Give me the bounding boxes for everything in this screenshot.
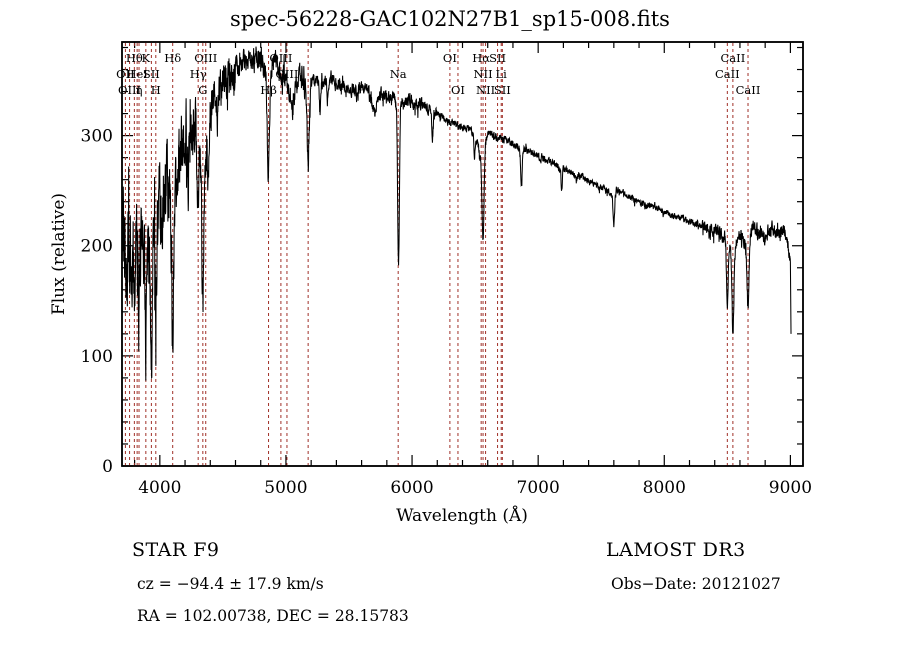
spectral-line-label: Hγ bbox=[190, 67, 207, 81]
x-tick-label: 8000 bbox=[643, 478, 686, 498]
x-tick-label: 6000 bbox=[390, 478, 433, 498]
spectral-line-label: HeI bbox=[126, 67, 147, 81]
spectral-line-label: NII bbox=[476, 83, 495, 97]
spectral-line-label: Hβ bbox=[260, 83, 277, 97]
y-tick-label: 300 bbox=[81, 127, 113, 147]
spectral-line-label: Hα bbox=[472, 51, 490, 65]
spectral-line-label: H bbox=[151, 83, 161, 97]
y-tick-label: 0 bbox=[102, 457, 113, 477]
y-tick-label: 200 bbox=[81, 237, 113, 257]
object-class-line: STAR F9 bbox=[132, 539, 220, 561]
spectral-line-label: CaII bbox=[715, 67, 740, 81]
redshift-velocity-line: cz = −94.4 ± 17.9 km/s bbox=[137, 575, 324, 593]
spectral-line-label: OIII bbox=[118, 83, 141, 97]
spectral-line-label: OI bbox=[443, 51, 457, 65]
x-tick-label: 4000 bbox=[138, 478, 181, 498]
spectral-line-label: SII bbox=[143, 67, 160, 81]
spectral-line-label: Hθ bbox=[126, 51, 143, 65]
plot-frame bbox=[121, 41, 804, 467]
plot-frame-overlay bbox=[121, 41, 804, 467]
y-tick-label: 100 bbox=[81, 347, 113, 367]
spectral-line-label: Li bbox=[496, 67, 508, 81]
spectral-line-label: NII bbox=[473, 67, 492, 81]
y-axis-title: Flux (relative) bbox=[49, 193, 69, 315]
plot-contents: 4000 5000 6000 7000 8000 9000 0 100 200 300 OII OII… bbox=[81, 41, 812, 498]
spectral-line-label: OI bbox=[451, 83, 465, 97]
spectral-line-label: K bbox=[142, 51, 151, 65]
obs-date-line: Obs−Date: 20121027 bbox=[611, 575, 781, 593]
spectral-line-label: SII bbox=[494, 83, 511, 97]
spectral-line-label: SII bbox=[489, 51, 506, 65]
spectral-line-label: CaII bbox=[721, 51, 746, 65]
survey-label: LAMOST DR3 bbox=[606, 539, 746, 561]
spectral-line-label: Na bbox=[390, 67, 407, 81]
x-tick-label: 9000 bbox=[769, 478, 812, 498]
spectral-line-label: η bbox=[136, 83, 143, 97]
x-axis-title: Wavelength (Å) bbox=[396, 505, 528, 526]
spectral-line-label: CaII bbox=[736, 83, 761, 97]
spectral-line-label: Hδ bbox=[164, 51, 181, 65]
spectral-line-label: OII bbox=[116, 67, 135, 81]
page-title: spec-56228-GAC102N27B1_sp15-008.fits bbox=[230, 7, 670, 31]
x-tick-label: 7000 bbox=[517, 478, 560, 498]
coordinates-line: RA = 102.00738, DEC = 28.15783 bbox=[137, 607, 409, 625]
spectrum-trace bbox=[121, 46, 792, 381]
x-tick-label: 5000 bbox=[264, 478, 307, 498]
spectral-line-label: G bbox=[198, 83, 207, 97]
spectral-line-label: OIII bbox=[194, 51, 217, 65]
